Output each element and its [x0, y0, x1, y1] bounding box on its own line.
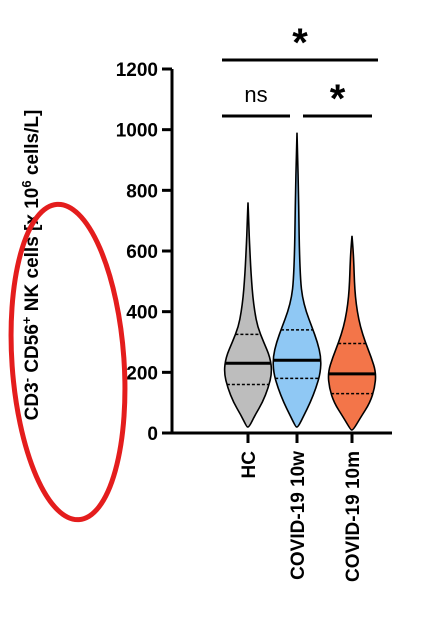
- x-axis: HC COVID-19 10w COVID-19 10m: [172, 431, 392, 582]
- violin-body: [223, 202, 273, 428]
- significance-label: ns: [244, 82, 267, 107]
- significance-label: *: [330, 77, 346, 121]
- y-label-sup-six: 6: [19, 180, 34, 187]
- red-annotation-ellipse: [8, 201, 128, 523]
- y-tick-label: 1200: [116, 60, 158, 81]
- y-axis-label: CD3- CD56+ NK cells [x 106 cells/L]: [19, 110, 44, 421]
- y-tick-label: 400: [126, 303, 158, 324]
- y-tick-label: 800: [126, 181, 158, 202]
- violin-body: [327, 235, 377, 431]
- y-label-part-mid: CD56: [22, 324, 43, 378]
- y-label-part-mid2: NK cells [x 10: [22, 188, 43, 317]
- y-axis: 0 200 400 600 800 1000 1200: [116, 60, 174, 445]
- y-label-sup-plus: +: [19, 316, 34, 324]
- violin-group: [223, 132, 377, 431]
- y-tick-label: 600: [126, 242, 158, 263]
- y-tick-label: 0: [147, 424, 158, 445]
- x-category-label: HC: [239, 451, 260, 479]
- significance-label: *: [292, 21, 308, 65]
- significance-brackets: ns * *: [222, 21, 378, 121]
- x-category-label: COVID-19 10m: [343, 451, 364, 582]
- y-tick-label: 200: [126, 363, 158, 384]
- y-tick-label: 1000: [116, 121, 158, 142]
- x-category-label: COVID-19 10w: [288, 451, 309, 580]
- violin-body: [272, 132, 322, 428]
- y-label-sup-minus: -: [19, 378, 34, 382]
- y-label-part-pre: CD3: [22, 382, 43, 420]
- y-label-part-post: cells/L]: [22, 110, 43, 181]
